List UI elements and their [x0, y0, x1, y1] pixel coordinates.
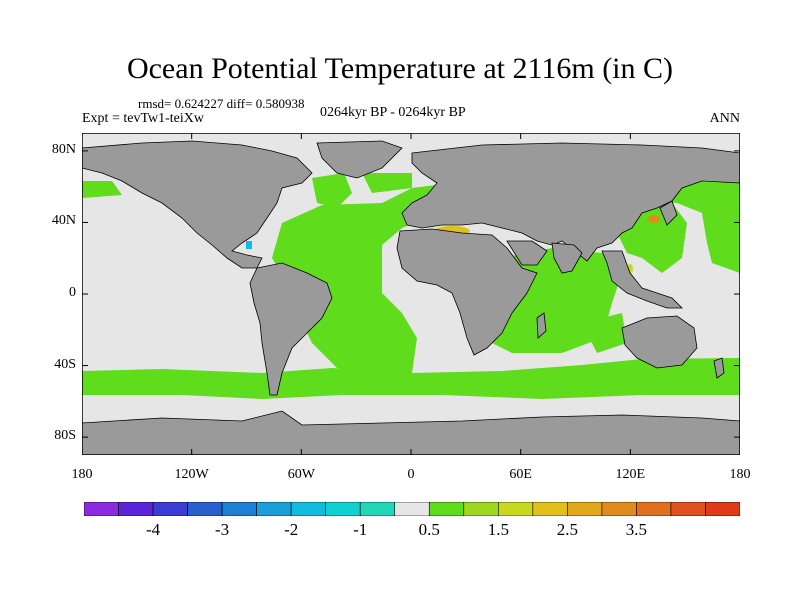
- colorbar-swatch: [152, 502, 188, 516]
- lat-label: 80N: [51, 141, 76, 157]
- colorbar-tick-label: -4: [145, 520, 161, 539]
- colorbar-tick-label: -3: [215, 520, 230, 539]
- colorbar-swatch: [601, 502, 637, 516]
- north-america: [82, 140, 313, 269]
- lon-label: 180: [729, 467, 751, 482]
- lon-label: 60W: [287, 467, 315, 482]
- colorbar-swatch: [256, 502, 292, 516]
- colorbar-swatch: [532, 502, 568, 516]
- antarctica: [82, 410, 740, 455]
- lon-label: 180: [71, 467, 93, 482]
- lon-label: 0: [407, 467, 415, 482]
- colorbar-swatch: [428, 502, 465, 516]
- colorbar-swatch: [325, 502, 361, 516]
- colorbar-swatch: [118, 502, 154, 516]
- colorbar-tick-label: -1: [353, 520, 368, 539]
- map-ticks: [82, 133, 740, 455]
- colorbar-swatch: [705, 502, 740, 516]
- colorbar-tick-label: 1.5: [487, 520, 509, 539]
- colorbar: [84, 502, 740, 516]
- colorbar-swatch: [567, 502, 603, 516]
- australia: [621, 315, 698, 369]
- gulf-of-mexico-cold-spot: [246, 241, 252, 249]
- season-label: ANN: [709, 111, 740, 126]
- colorbar-swatch: [498, 502, 534, 516]
- colorbar-swatch: [463, 502, 499, 516]
- lat-label: 40N: [51, 213, 76, 229]
- madagascar: [536, 312, 547, 339]
- lat-label: 0: [69, 285, 76, 300]
- lon-label: 120W: [174, 467, 209, 482]
- land-masses: [82, 140, 740, 455]
- japan: [659, 200, 678, 226]
- period-label: 0264kyr BP - 0264kyr BP: [320, 105, 466, 120]
- japan-sea-warm-spot: [648, 215, 660, 223]
- africa: [396, 228, 538, 356]
- lat-label: 80S: [54, 428, 76, 444]
- south-america: [249, 262, 333, 396]
- colorbar-tick-label: 0.5: [418, 520, 440, 539]
- greenland: [316, 140, 403, 179]
- colorbar-swatch: [670, 502, 706, 516]
- colorbar-swatch: [221, 502, 257, 516]
- experiment-label: Expt = tevTw1-teiXw: [82, 111, 205, 126]
- lon-label: 120E: [615, 467, 646, 482]
- lon-label: 60E: [509, 467, 532, 482]
- colorbar-swatch: [84, 502, 119, 516]
- colorbar-tick-label: 2.5: [556, 520, 578, 539]
- colorbar-swatch: [636, 502, 672, 516]
- world-map: [82, 133, 740, 455]
- colorbar-swatch: [290, 502, 326, 516]
- southeast-asia: [601, 250, 683, 309]
- lat-label: 40S: [54, 356, 76, 372]
- new-zealand: [713, 357, 725, 379]
- arabia: [506, 240, 548, 266]
- colorbar-tick-label: 3.5: [625, 520, 648, 539]
- map-title: Ocean Potential Temperature at 2116m (in…: [126, 52, 674, 85]
- colorbar-swatch: [394, 502, 430, 516]
- colorbar-tick-label: -2: [284, 520, 299, 539]
- india: [551, 242, 583, 274]
- colorbar-swatch: [187, 502, 223, 516]
- stats-line: rmsd= 0.624227 diff= 0.580938: [138, 96, 305, 111]
- colorbar-swatch: [359, 502, 396, 516]
